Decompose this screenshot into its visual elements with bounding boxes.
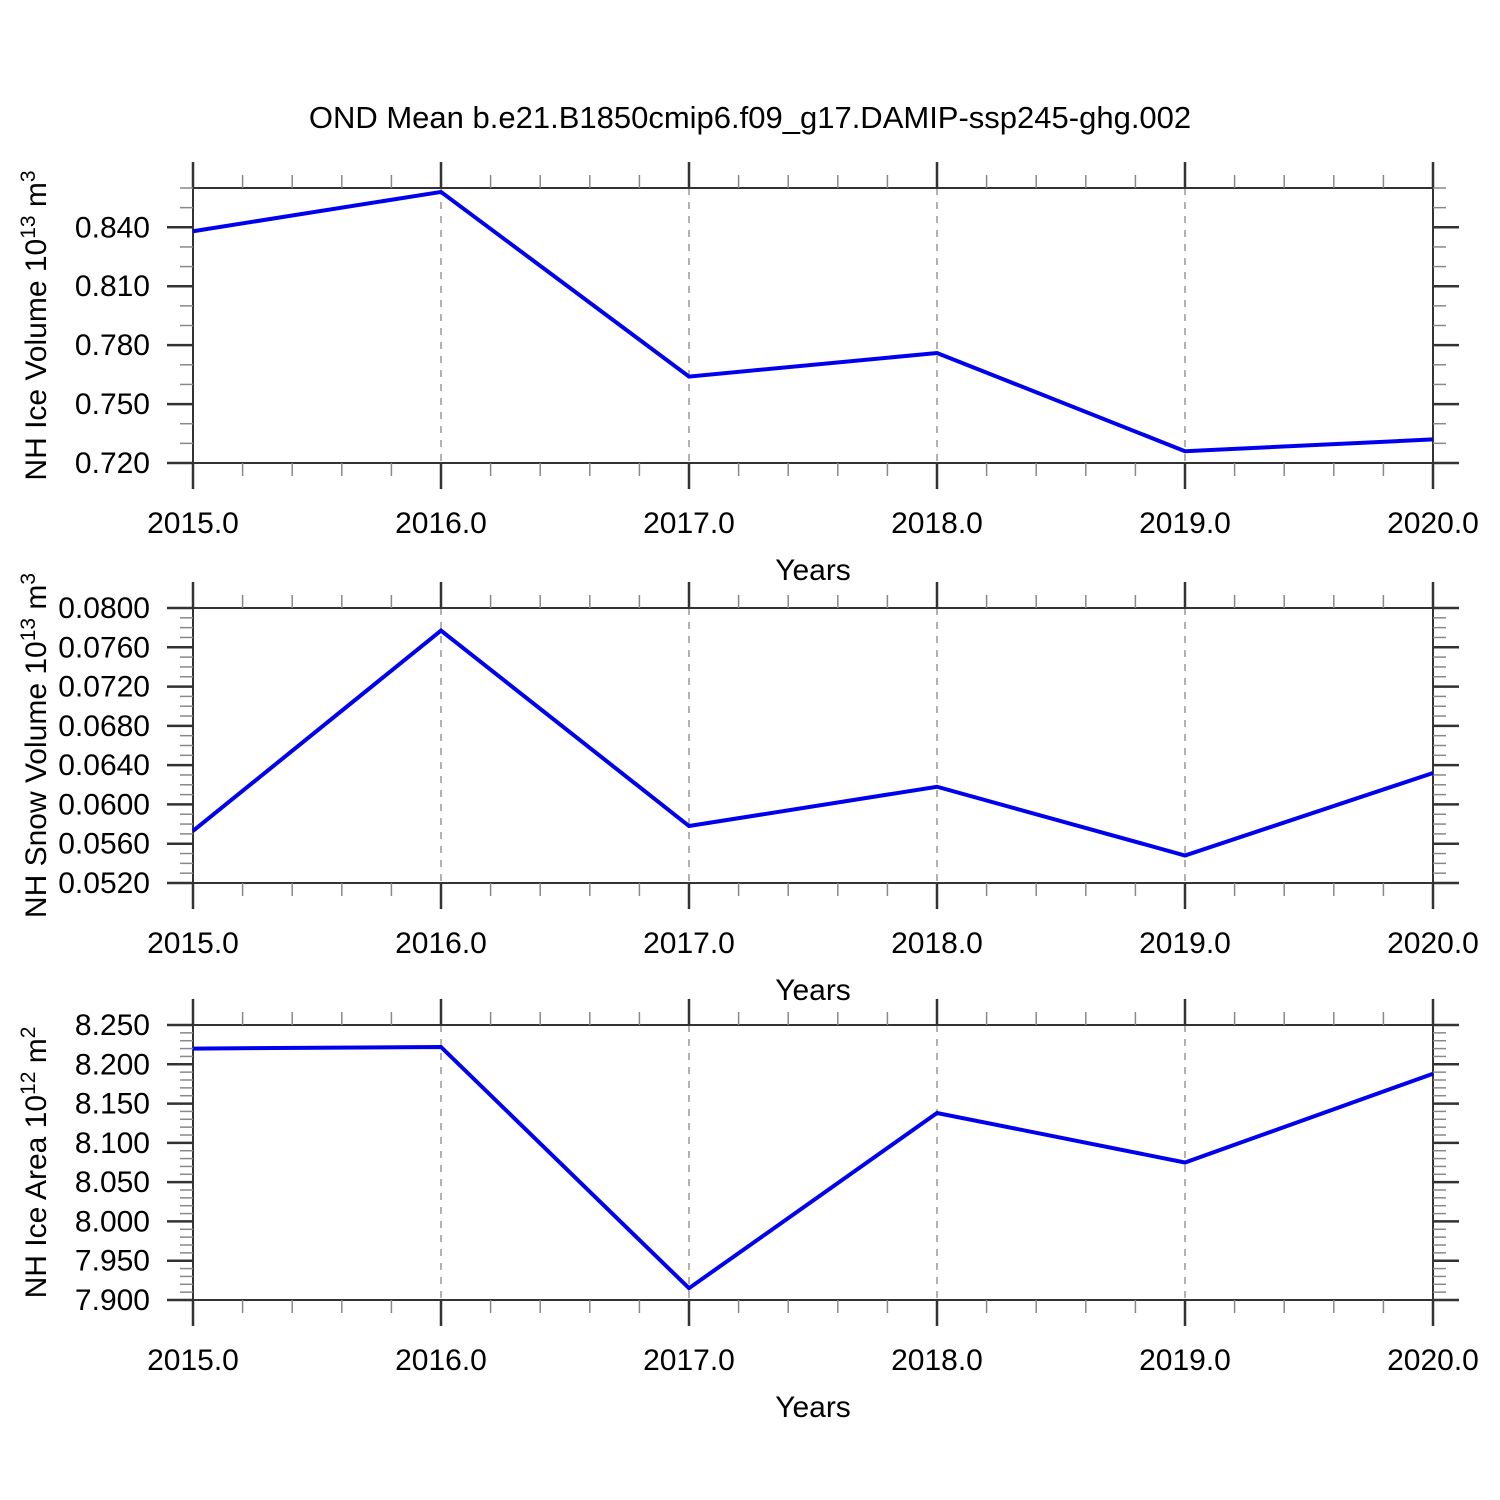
y-tick-label: 7.900 (75, 1284, 150, 1317)
data-line-nh-ice-volume (192, 189, 1434, 454)
y-tick-label: 0.0640 (58, 749, 150, 782)
y-tick-label: 0.0520 (58, 867, 150, 900)
y-axis-title: NH Ice Volume 1013 m3 (17, 170, 53, 480)
y-tick-label: 0.0760 (58, 631, 150, 664)
y-tick-label: 0.780 (75, 329, 150, 362)
y-tick-label: 0.840 (75, 211, 150, 244)
data-line-nh-ice-area (192, 1044, 1434, 1291)
x-tick-label: 2017.0 (643, 507, 735, 540)
y-axis-title: NH Ice Area 1012 m2 (17, 1027, 53, 1299)
x-tick-label: 2018.0 (891, 927, 983, 960)
y-tick-label: 8.050 (75, 1166, 150, 1199)
y-tick-label: 8.150 (75, 1088, 150, 1121)
x-tick-label: 2020.0 (1387, 927, 1479, 960)
x-tick-label: 2017.0 (643, 1344, 735, 1377)
y-tick-label: 0.0600 (58, 788, 150, 821)
data-line-nh-snow-volume (191, 628, 1434, 858)
chart-panel-nh-ice-volume: 0.720 0.750 0.780 0.810 0.840 2015.0 2016.0 201… (17, 162, 1479, 587)
x-tick-label: 2016.0 (395, 927, 487, 960)
chart-panel-nh-ice-area: 7.900 7.950 8.000 8.050 8.100 8.150 8.200 8.250… (17, 999, 1479, 1424)
y-tick-label: 0.720 (75, 447, 150, 480)
x-tick-label: 2018.0 (891, 1344, 983, 1377)
y-tick-label: 0.810 (75, 270, 150, 303)
x-tick-label: 2015.0 (147, 927, 239, 960)
y-tick-label: 7.950 (75, 1245, 150, 1278)
x-axis-title: Years (775, 554, 851, 587)
x-tick-label: 2016.0 (395, 1344, 487, 1377)
plot-frame (192, 187, 1434, 464)
y-tick-label: 0.0680 (58, 710, 150, 743)
x-tick-label: 2017.0 (643, 927, 735, 960)
x-tick-label: 2018.0 (891, 507, 983, 540)
x-axis-title: Years (775, 1391, 851, 1424)
y-tick-label: 8.000 (75, 1205, 150, 1238)
x-tick-label: 2015.0 (147, 1344, 239, 1377)
x-tick-label: 2019.0 (1139, 507, 1231, 540)
y-tick-label: 0.0560 (58, 828, 150, 861)
plot-frame (192, 1024, 1434, 1301)
figure-title: OND Mean b.e21.B1850cmip6.f09_g17.DAMIP-… (308, 100, 1192, 135)
y-tick-label: 8.100 (75, 1127, 150, 1160)
x-tick-label: 2019.0 (1139, 927, 1231, 960)
y-tick-label: 8.200 (75, 1048, 150, 1081)
y-axis-title: NH Snow Volume 1013 m3 (17, 573, 53, 918)
x-tick-label: 2020.0 (1387, 507, 1479, 540)
y-tick-label: 0.0720 (58, 671, 150, 704)
plot-frame (192, 607, 1434, 884)
x-tick-label: 2015.0 (147, 507, 239, 540)
x-tick-label: 2016.0 (395, 507, 487, 540)
y-tick-label: 8.250 (75, 1009, 150, 1042)
x-tick-label: 2020.0 (1387, 1344, 1479, 1377)
chart-panel-nh-snow-volume: 0.0520 0.0560 0.0600 0.0640 0.0680 0.0720 0.07… (17, 573, 1479, 1007)
y-tick-label: 0.750 (75, 388, 150, 421)
x-axis-title: Years (775, 974, 851, 1007)
y-tick-label: 0.0800 (58, 592, 150, 625)
x-tick-label: 2019.0 (1139, 1344, 1231, 1377)
